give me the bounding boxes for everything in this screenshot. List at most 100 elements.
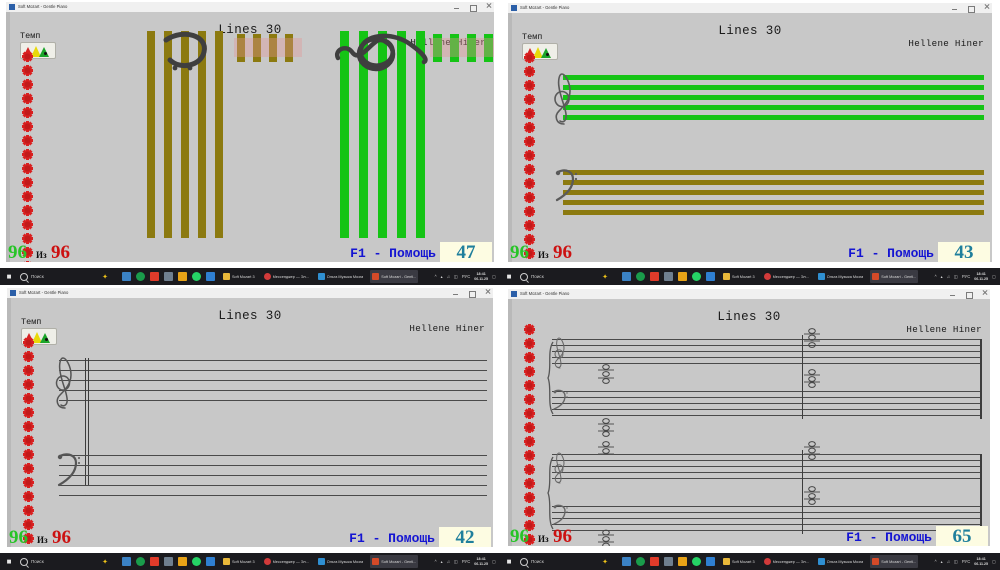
notification-icon[interactable]: ▢ (992, 559, 996, 564)
battery-icon[interactable]: ◫ (953, 559, 958, 564)
clock[interactable]: 18:41 06.11.25 (474, 557, 488, 566)
close-icon[interactable] (981, 290, 988, 298)
minimize-icon[interactable] (949, 290, 956, 298)
search-input[interactable]: Поиск (520, 272, 594, 281)
net-icon[interactable]: ▴ (940, 274, 943, 279)
minimize-icon[interactable] (452, 289, 459, 297)
weather-widget-icon[interactable]: ✦ (602, 558, 608, 566)
store-icon[interactable] (664, 272, 673, 281)
chevron-up-icon[interactable]: ^ (934, 559, 937, 564)
warning-app-icon[interactable] (678, 272, 687, 281)
taskbar-item[interactable]: Ольга Музыка Мозга (816, 555, 866, 568)
volume-icon[interactable]: ♫ (446, 274, 450, 279)
taskbar-item[interactable]: Мессенджер — Эл... (262, 555, 311, 568)
minimize-icon[interactable] (453, 3, 460, 11)
taskbar-item[interactable]: Мессенджер — Эл... (762, 555, 811, 568)
windows-start-icon[interactable]: ■ (506, 557, 512, 566)
warning-app-icon[interactable] (678, 557, 687, 566)
clock[interactable]: 18:41 06.11.25 (974, 557, 988, 566)
help-hint[interactable]: F1 - Помощь (349, 531, 435, 546)
battery-icon[interactable]: ◫ (453, 274, 458, 279)
notes-icon[interactable] (206, 557, 215, 566)
notes-icon[interactable] (206, 272, 215, 281)
taskbar-item[interactable]: Soft Mozart 3 (221, 270, 257, 283)
close-icon[interactable] (485, 3, 492, 11)
language-indicator[interactable]: РУС (961, 274, 971, 279)
search-input[interactable]: Поиск (520, 557, 594, 566)
volume-icon[interactable]: ♫ (946, 274, 950, 279)
chrome-icon[interactable] (136, 272, 145, 281)
taskbar-item[interactable]: Soft Mozart - Gentl... (370, 270, 419, 283)
file-explorer-icon[interactable] (122, 557, 131, 566)
recorder-icon[interactable] (150, 557, 159, 566)
file-explorer-icon[interactable] (122, 272, 131, 281)
taskbar-item[interactable]: Ольга Музыка Мозга (316, 555, 366, 568)
whatsapp-icon[interactable] (692, 557, 701, 566)
warning-app-icon[interactable] (178, 557, 187, 566)
whatsapp-icon[interactable] (692, 272, 701, 281)
maximize-icon[interactable] (468, 289, 476, 298)
windows-start-icon[interactable]: ■ (506, 272, 512, 281)
whatsapp-icon[interactable] (192, 557, 201, 566)
weather-widget-icon[interactable]: ✦ (102, 273, 108, 281)
taskbar-item[interactable]: Soft Mozart - Gentl... (370, 555, 419, 568)
store-icon[interactable] (664, 557, 673, 566)
recorder-icon[interactable] (150, 272, 159, 281)
store-icon[interactable] (164, 272, 173, 281)
chevron-up-icon[interactable]: ^ (434, 274, 437, 279)
taskbar-item[interactable]: Мессенджер — Эл... (262, 270, 311, 283)
net-icon[interactable]: ▴ (440, 559, 443, 564)
taskbar-item[interactable]: Soft Mozart - Gentl... (870, 555, 919, 568)
whatsapp-icon[interactable] (192, 272, 201, 281)
volume-icon[interactable]: ♫ (946, 559, 950, 564)
taskbar-item[interactable]: Ольга Музыка Мозга (816, 270, 866, 283)
taskbar-item[interactable]: Soft Mozart 3 (721, 270, 757, 283)
close-icon[interactable] (484, 289, 491, 297)
recorder-icon[interactable] (650, 272, 659, 281)
net-icon[interactable]: ▴ (440, 274, 443, 279)
weather-widget-icon[interactable]: ✦ (602, 273, 608, 281)
search-input[interactable]: Поиск (20, 557, 94, 566)
net-icon[interactable]: ▴ (940, 559, 943, 564)
windows-start-icon[interactable]: ■ (6, 557, 12, 566)
search-input[interactable]: Поиск (20, 272, 94, 281)
recorder-icon[interactable] (650, 557, 659, 566)
maximize-icon[interactable] (967, 4, 975, 13)
warning-app-icon[interactable] (178, 272, 187, 281)
battery-icon[interactable]: ◫ (453, 559, 458, 564)
volume-icon[interactable]: ♫ (446, 559, 450, 564)
maximize-icon[interactable] (469, 3, 477, 12)
help-hint[interactable]: F1 - Помощь (350, 246, 436, 261)
notes-icon[interactable] (706, 557, 715, 566)
close-icon[interactable] (983, 4, 990, 12)
windows-start-icon[interactable]: ■ (6, 272, 12, 281)
weather-widget-icon[interactable]: ✦ (102, 558, 108, 566)
chrome-icon[interactable] (636, 272, 645, 281)
chevron-up-icon[interactable]: ^ (934, 274, 937, 279)
file-explorer-icon[interactable] (622, 557, 631, 566)
clock[interactable]: 18:41 06.11.25 (474, 272, 488, 281)
clock[interactable]: 18:41 06.11.25 (974, 272, 988, 281)
taskbar-item[interactable]: Soft Mozart - Gentl... (870, 270, 919, 283)
store-icon[interactable] (164, 557, 173, 566)
notification-icon[interactable]: ▢ (992, 274, 996, 279)
battery-icon[interactable]: ◫ (953, 274, 958, 279)
help-hint[interactable]: F1 - Помощь (846, 530, 932, 545)
language-indicator[interactable]: РУС (961, 559, 971, 564)
notification-icon[interactable]: ▢ (492, 274, 496, 279)
chrome-icon[interactable] (136, 557, 145, 566)
taskbar-item[interactable]: Мессенджер — Эл... (762, 270, 811, 283)
taskbar-item[interactable]: Ольга Музыка Мозга (316, 270, 366, 283)
notes-icon[interactable] (706, 272, 715, 281)
language-indicator[interactable]: РУС (461, 274, 471, 279)
chrome-icon[interactable] (636, 557, 645, 566)
notification-icon[interactable]: ▢ (492, 559, 496, 564)
file-explorer-icon[interactable] (622, 272, 631, 281)
help-hint[interactable]: F1 - Помощь (848, 246, 934, 261)
taskbar-item[interactable]: Soft Mozart 3 (221, 555, 257, 568)
language-indicator[interactable]: РУС (461, 559, 471, 564)
taskbar-item[interactable]: Soft Mozart 3 (721, 555, 757, 568)
maximize-icon[interactable] (965, 290, 973, 299)
minimize-icon[interactable] (951, 4, 958, 12)
chevron-up-icon[interactable]: ^ (434, 559, 437, 564)
